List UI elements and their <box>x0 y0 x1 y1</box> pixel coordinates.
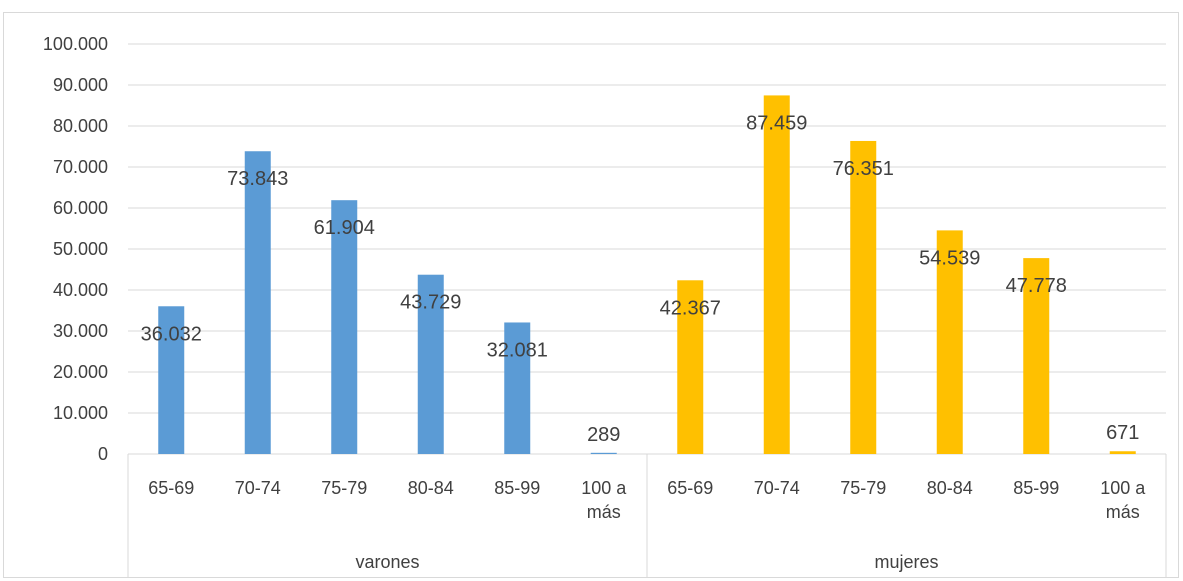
data-label: 289 <box>587 424 620 446</box>
bar <box>504 322 531 454</box>
data-label: 87.459 <box>746 112 807 134</box>
data-label: 47.778 <box>1006 275 1067 297</box>
x-tick-label: 100 a más <box>1100 478 1146 522</box>
bar <box>763 95 790 455</box>
y-tick-label: 60.000 <box>53 198 108 218</box>
x-tick-label: 65-69 <box>667 478 713 498</box>
y-tick-label: 30.000 <box>53 321 108 341</box>
bar <box>677 280 704 454</box>
bar <box>417 274 444 454</box>
x-tick-label: 100 a más <box>581 478 627 522</box>
group-label: mujeres <box>874 552 938 572</box>
data-label: 54.539 <box>919 247 980 269</box>
bar <box>244 151 271 454</box>
bar <box>158 306 185 454</box>
data-label: 36.032 <box>141 323 202 345</box>
bar <box>936 230 963 454</box>
y-tick-label: 90.000 <box>53 75 108 95</box>
data-label: 76.351 <box>833 158 894 180</box>
x-tick-label: 75-79 <box>840 478 886 498</box>
y-tick-label: 0 <box>98 444 108 464</box>
data-label: 43.729 <box>400 292 461 314</box>
x-tick-label: 70-74 <box>754 478 800 498</box>
y-tick-label: 50.000 <box>53 239 108 259</box>
y-tick-label: 70.000 <box>53 157 108 177</box>
x-tick-label: 75-79 <box>321 478 367 498</box>
x-tick-label: 70-74 <box>235 478 281 498</box>
x-tick-label: 85-99 <box>494 478 540 498</box>
bar <box>1109 451 1136 454</box>
y-tick-label: 100.000 <box>43 34 108 54</box>
data-label: 32.081 <box>487 339 548 361</box>
bar <box>331 200 358 454</box>
x-tick-label: 80-84 <box>927 478 973 498</box>
x-tick-label: 80-84 <box>408 478 454 498</box>
y-tick-label: 80.000 <box>53 116 108 136</box>
data-label: 671 <box>1106 422 1139 444</box>
x-tick-label: 85-99 <box>1013 478 1059 498</box>
x-tick-label: 65-69 <box>148 478 194 498</box>
group-label: varones <box>355 552 419 572</box>
bar <box>850 140 877 454</box>
y-tick-label: 40.000 <box>53 280 108 300</box>
y-tick-label: 10.000 <box>53 403 108 423</box>
bar <box>1023 258 1050 454</box>
y-tick-label: 20.000 <box>53 362 108 382</box>
data-label: 73.843 <box>227 168 288 190</box>
data-label: 42.367 <box>660 297 721 319</box>
bar <box>590 452 617 454</box>
data-label: 61.904 <box>314 217 375 239</box>
chart-frame <box>3 12 1179 578</box>
